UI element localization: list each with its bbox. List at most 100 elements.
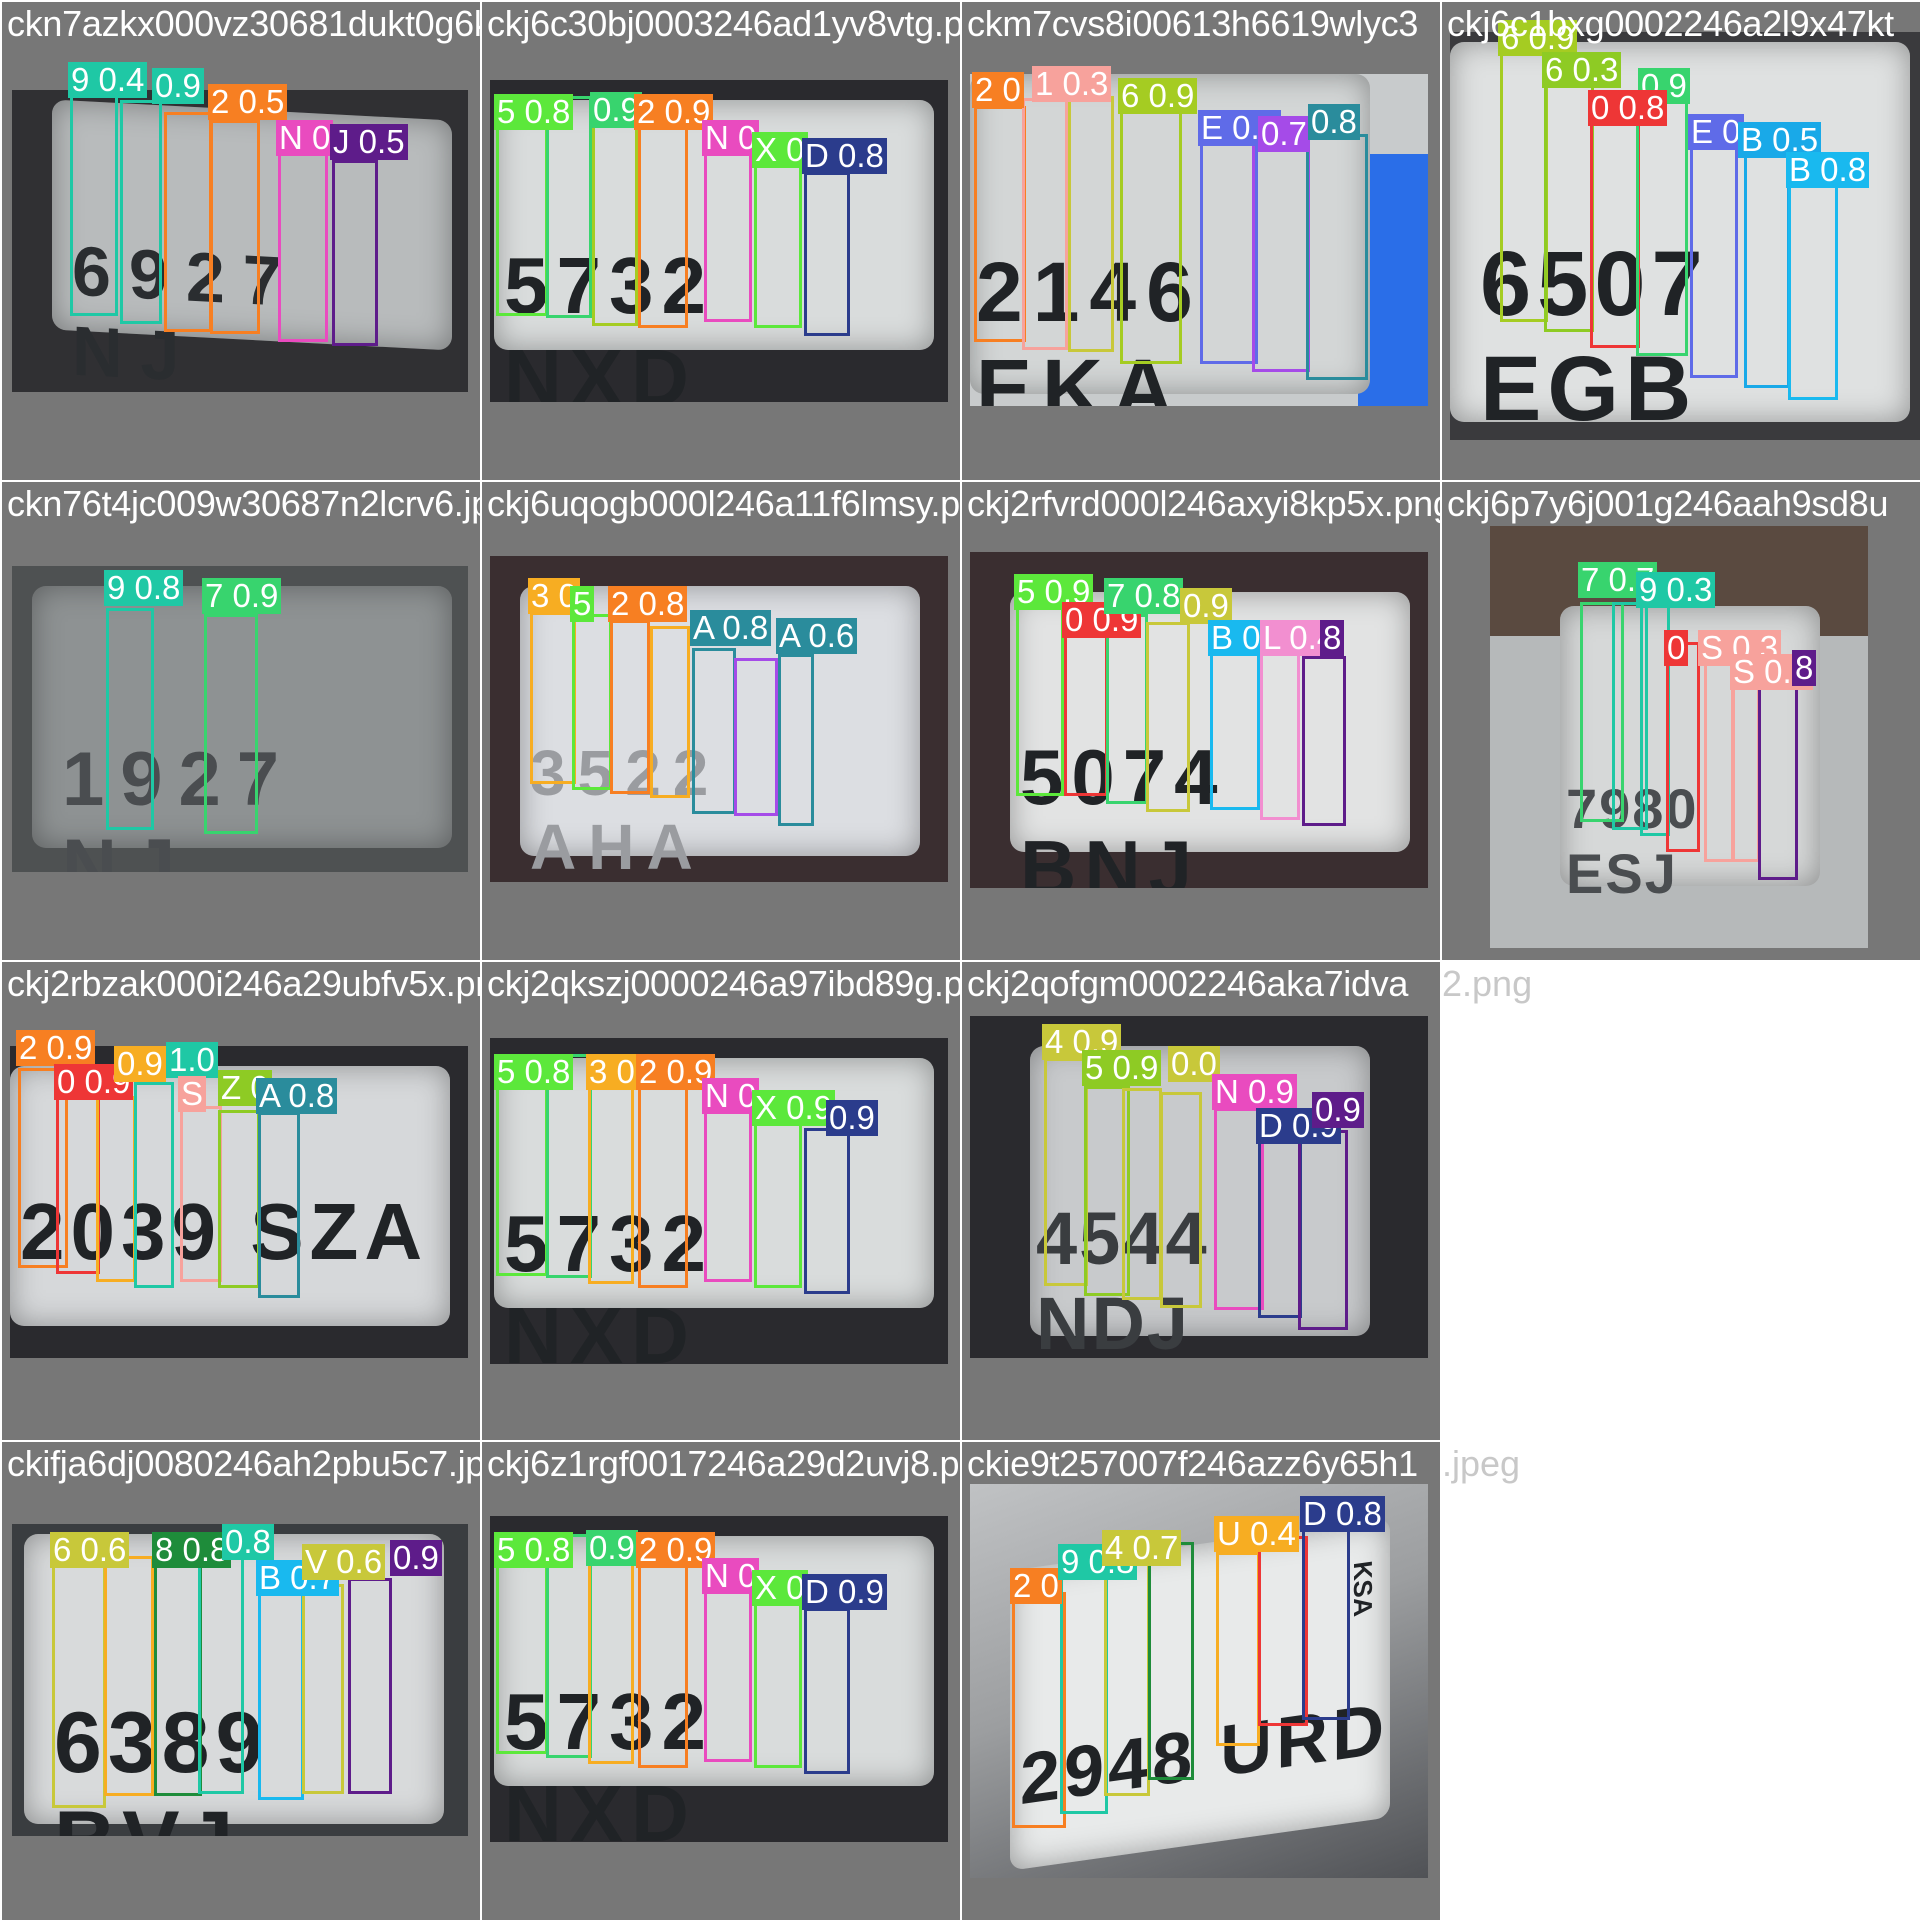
detection-label: B 0.8 [1786, 152, 1870, 188]
plate-photo: 6389 BVJ [12, 1524, 468, 1836]
image-filename: ckj6uqogb000l246a11f6lmsy.png [487, 483, 960, 524]
detection-label: 0.8 [1308, 104, 1360, 140]
box [258, 1112, 300, 1298]
detection-label: 6 0.9 [1498, 20, 1578, 56]
detection-label: 9 0.3 [1636, 572, 1716, 608]
detection-label: J 0.5 [330, 124, 408, 160]
license-plate: 5732 NXD [494, 100, 934, 402]
plate-photo: 5732 NXD [490, 1516, 948, 1842]
image-filename: ckj2qofgm0002246aka7idva [967, 963, 1409, 1004]
plate-text: 6389 BVJ [54, 1695, 270, 1836]
tile-10: 5732 NXD 5 0.8 3 0 2 0.9 N 0 X 0.9 0.9 c… [482, 962, 960, 1440]
plate-photo: 2948 URD KSA [970, 1484, 1428, 1878]
box [1120, 110, 1182, 364]
box [348, 1578, 392, 1794]
box [1302, 656, 1346, 826]
tile-empty: 2.png [1442, 962, 1920, 1440]
box [96, 1096, 136, 1282]
image-filename: ckm7cvs8i00613h6619wlyc3 [967, 3, 1419, 44]
detection-label: 0.9 [826, 1100, 878, 1136]
detection-label: 5 0.8 [494, 1532, 574, 1568]
detection-label: 0.7 [1258, 116, 1310, 152]
box [180, 1106, 222, 1282]
tile-4: 6507 EGB 6 0.9 6 0.3 0.9 0 0.8 E 0 B 0.5… [1442, 2, 1920, 480]
box [1788, 182, 1838, 400]
plate-text: 5074 BNJ [1020, 733, 1226, 888]
tile-3: 2146 EKA 2 0 1 0.3 6 0.9 E 0.4 0.7 0.8 c… [962, 2, 1440, 480]
box [1500, 44, 1548, 322]
image-filename: ckj6c30bj0003246ad1yv8vtg.png [487, 3, 960, 44]
box [1064, 612, 1108, 796]
box [1744, 150, 1790, 388]
box [804, 172, 850, 336]
detection-label: 0 0.8 [1588, 90, 1668, 126]
detection-label: 6 0.9 [1118, 78, 1198, 114]
tile-13: 5732 NXD 5 0.8 0.9 2 0.9 N 0 X 0 D 0.9 c… [482, 1442, 960, 1920]
box [1298, 1130, 1348, 1330]
license-plate: 2146 EKA [970, 74, 1370, 406]
box [1200, 124, 1258, 364]
box [1210, 650, 1260, 810]
detection-label: X 0 [752, 1570, 808, 1606]
box [588, 1058, 634, 1284]
tile-9: 2039 SZA 2 0.9 0 0.9 0.9 1.0 S Z 0 A 0.8… [2, 962, 480, 1440]
box [638, 1062, 688, 1288]
box [1160, 1092, 1202, 1308]
license-plate: 1927 NJ [32, 586, 452, 872]
detection-label: 8 [1320, 620, 1345, 656]
box [1084, 1086, 1130, 1296]
box [1732, 662, 1760, 862]
box [70, 92, 118, 316]
detection-label: 2 0 [972, 72, 1024, 108]
detection-label: B 0 [1208, 620, 1264, 656]
box [1260, 650, 1300, 820]
tile-1: 6927 NJ 9 0.4 0.9 2 0.5 N 0 J 0.5 ckn7az… [2, 2, 480, 480]
plate-side-text: KSA [1348, 1558, 1378, 1619]
detection-label: 1 0.3 [1032, 66, 1112, 102]
detection-label: 9 0.4 [68, 62, 148, 98]
plate-photo: 1927 NJ [12, 566, 468, 872]
box [106, 608, 154, 830]
tile-5: 1927 NJ 9 0.8 7 0.9 ckn76t4jc009w30687n2… [2, 482, 480, 960]
detection-label: D 0.8 [802, 138, 887, 174]
detection-label: 7 0.8 [1104, 578, 1184, 614]
license-plate: 6389 BVJ [24, 1534, 444, 1836]
detection-label: 3 0 [528, 578, 580, 614]
detection-label: N 0 [702, 1078, 760, 1114]
box [1012, 1592, 1066, 1828]
tile-7: 5074 BNJ 5 0.9 0 0.9 7 0.8 0.9 B 0 L 0.4… [962, 482, 1440, 960]
detection-label: 2 0.5 [208, 84, 288, 120]
box [1122, 1088, 1162, 1300]
detection-label: 0.9 [152, 68, 204, 104]
detection-label: 5 0.9 [1082, 1050, 1162, 1086]
box [204, 614, 258, 834]
plate-text: 1927 NJ [62, 737, 296, 872]
detection-label: X 0 [752, 132, 808, 168]
detection-label: 0 0.9 [1062, 602, 1142, 638]
detection-label: 4 0.7 [1102, 1530, 1182, 1566]
detection-label: 5 0.8 [494, 94, 574, 130]
box [1306, 134, 1368, 380]
image-filename: ckn7azkx000vz30681dukt0g6kji0g [7, 3, 480, 44]
detection-label: 0.9 [1312, 1092, 1364, 1128]
box [278, 152, 328, 342]
tile-11: 4544 NDJ 4 0.9 5 0.9 0.0 N 0.9 D 0.9 0.9… [962, 962, 1440, 1440]
detection-label: 0.9 [390, 1540, 442, 1576]
detection-label: N 0 [702, 1558, 760, 1594]
detection-label: 0.9 [590, 92, 642, 128]
tile-6: 3522 AHA 3 0 5 2 0.8 A 0.8 A 0.6 ckj6uqo… [482, 482, 960, 960]
detection-label: X 0.9 [752, 1090, 836, 1126]
detection-label: 0.8 [222, 1524, 274, 1560]
detection-label: D 0.9 [802, 1574, 887, 1610]
tile-8: 7980 ESJ 7 0.7 9 0.3 0 S 0.3 S 0.4 8 ckj… [1442, 482, 1920, 960]
box [302, 1584, 344, 1794]
box [120, 100, 162, 324]
image-filename: ckj6p7y6j001g246aah9sd8u [1447, 483, 1889, 524]
box [804, 1128, 850, 1294]
box [1044, 1058, 1088, 1286]
image-filename: ckj6c1bxg0002246a2l9x47kt [1447, 3, 1894, 44]
detection-label: 9 0.8 [104, 570, 184, 606]
box [1022, 98, 1068, 350]
box [1258, 1536, 1308, 1726]
box [974, 106, 1026, 342]
